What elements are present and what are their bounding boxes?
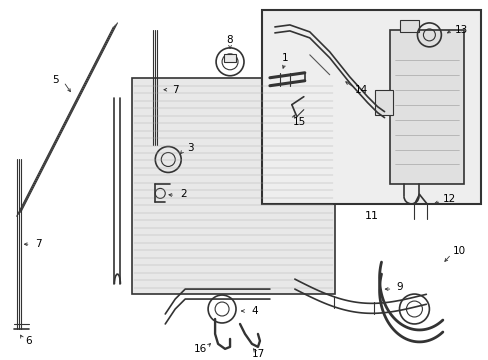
Bar: [262, 10, 480, 204]
Bar: [374, 90, 392, 114]
Text: 7: 7: [172, 85, 178, 95]
Text: 7: 7: [35, 239, 42, 249]
Text: 15: 15: [293, 117, 306, 127]
Text: 9: 9: [395, 282, 402, 292]
Text: 10: 10: [452, 246, 465, 256]
Text: 6: 6: [25, 336, 32, 346]
Text: 2: 2: [180, 189, 186, 199]
Bar: [399, 20, 419, 32]
Text: 14: 14: [354, 85, 367, 95]
Text: 4: 4: [251, 306, 258, 316]
Text: 16: 16: [193, 344, 206, 354]
Text: 1: 1: [281, 53, 287, 63]
Text: 13: 13: [454, 25, 467, 35]
Text: 3: 3: [186, 143, 193, 153]
Text: 17: 17: [251, 349, 264, 359]
Text: 12: 12: [442, 194, 455, 204]
Bar: [389, 30, 463, 184]
Text: 8: 8: [226, 35, 233, 45]
Text: 5: 5: [52, 75, 59, 85]
Bar: [224, 54, 236, 62]
Bar: [132, 78, 334, 294]
Text: 11: 11: [364, 211, 378, 221]
